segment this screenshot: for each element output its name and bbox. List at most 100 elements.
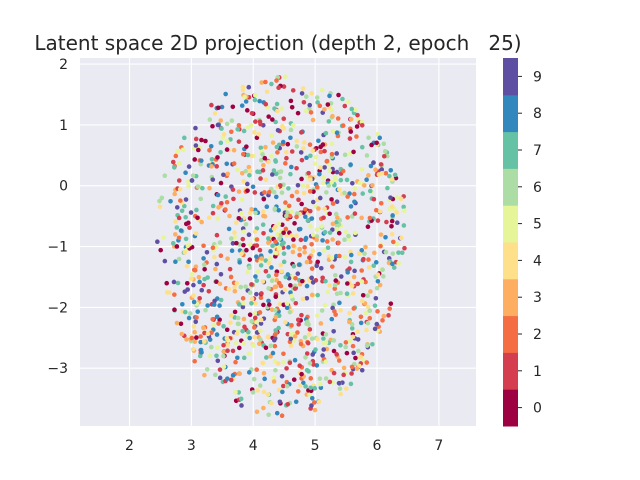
data-point — [356, 251, 362, 257]
data-point — [204, 249, 210, 255]
data-point — [277, 246, 283, 251]
data-point — [297, 246, 303, 252]
data-point — [240, 236, 246, 242]
data-point — [202, 372, 207, 378]
data-point — [271, 168, 277, 173]
data-point — [284, 383, 290, 389]
data-point — [366, 173, 371, 178]
data-point — [352, 191, 357, 197]
data-point — [233, 359, 238, 365]
data-point — [308, 385, 313, 391]
data-point — [258, 263, 264, 268]
data-point — [174, 320, 180, 326]
data-point — [183, 236, 189, 242]
data-point — [359, 166, 365, 172]
data-point — [225, 348, 230, 353]
data-point — [182, 289, 188, 294]
data-point — [244, 247, 249, 253]
data-point — [210, 123, 215, 129]
data-point — [253, 119, 258, 124]
data-point — [347, 338, 353, 344]
data-point — [342, 237, 347, 242]
data-point — [288, 283, 293, 288]
data-point — [210, 203, 216, 209]
data-point — [197, 279, 202, 285]
data-point — [294, 233, 299, 239]
data-point — [210, 177, 216, 182]
data-point — [283, 320, 288, 325]
data-point — [364, 153, 370, 158]
data-point — [247, 312, 253, 318]
data-point — [228, 313, 234, 318]
data-point — [218, 180, 224, 186]
data-point — [396, 250, 401, 255]
data-point — [377, 209, 383, 214]
data-point — [291, 263, 297, 269]
data-point — [212, 298, 217, 304]
data-point — [273, 239, 278, 244]
data-point — [185, 243, 191, 249]
data-point — [390, 261, 395, 267]
data-point — [172, 292, 177, 297]
data-point — [271, 379, 277, 384]
data-point — [162, 258, 168, 264]
data-point — [347, 151, 353, 156]
data-point — [219, 104, 225, 110]
data-point — [218, 140, 224, 146]
data-point — [172, 165, 177, 170]
data-point — [202, 339, 207, 344]
data-point — [199, 158, 204, 163]
data-point — [306, 322, 311, 327]
data-point — [378, 200, 384, 206]
data-point — [304, 351, 310, 356]
data-point — [322, 303, 328, 308]
data-point — [301, 380, 306, 386]
data-point — [260, 360, 265, 366]
data-point — [246, 329, 251, 335]
data-point — [370, 341, 375, 347]
data-point — [235, 355, 240, 361]
data-point — [312, 386, 318, 391]
data-point — [323, 278, 328, 284]
data-point — [263, 345, 269, 351]
data-point — [292, 334, 298, 339]
data-point — [231, 161, 237, 166]
data-point — [191, 293, 196, 298]
data-point — [281, 126, 287, 131]
colorbar-tick-label: 0 — [533, 401, 542, 417]
data-point — [193, 143, 199, 148]
data-point — [318, 385, 324, 391]
data-point — [345, 215, 350, 220]
data-point — [254, 291, 259, 297]
data-point — [274, 410, 280, 416]
data-point — [299, 157, 305, 163]
data-point — [211, 302, 217, 307]
data-point — [253, 301, 258, 306]
data-point — [260, 168, 266, 173]
data-point — [249, 282, 254, 287]
data-point — [241, 316, 247, 322]
data-point — [321, 248, 327, 253]
data-point — [310, 352, 316, 357]
data-point — [279, 413, 285, 419]
data-point — [391, 265, 397, 270]
data-point — [161, 235, 166, 240]
data-point — [283, 200, 288, 205]
data-point — [264, 89, 270, 95]
data-point — [264, 355, 269, 360]
data-point — [273, 307, 278, 313]
data-point — [336, 380, 342, 386]
data-point — [247, 257, 253, 262]
data-point — [314, 237, 319, 243]
data-point — [373, 260, 379, 265]
data-point — [314, 227, 320, 233]
data-point — [281, 84, 287, 89]
data-point — [239, 403, 244, 408]
data-point — [350, 334, 356, 340]
data-point — [233, 220, 239, 225]
data-point — [334, 130, 340, 135]
data-point — [355, 112, 360, 118]
data-point — [288, 290, 293, 295]
data-point — [295, 389, 301, 394]
data-point — [255, 388, 260, 393]
